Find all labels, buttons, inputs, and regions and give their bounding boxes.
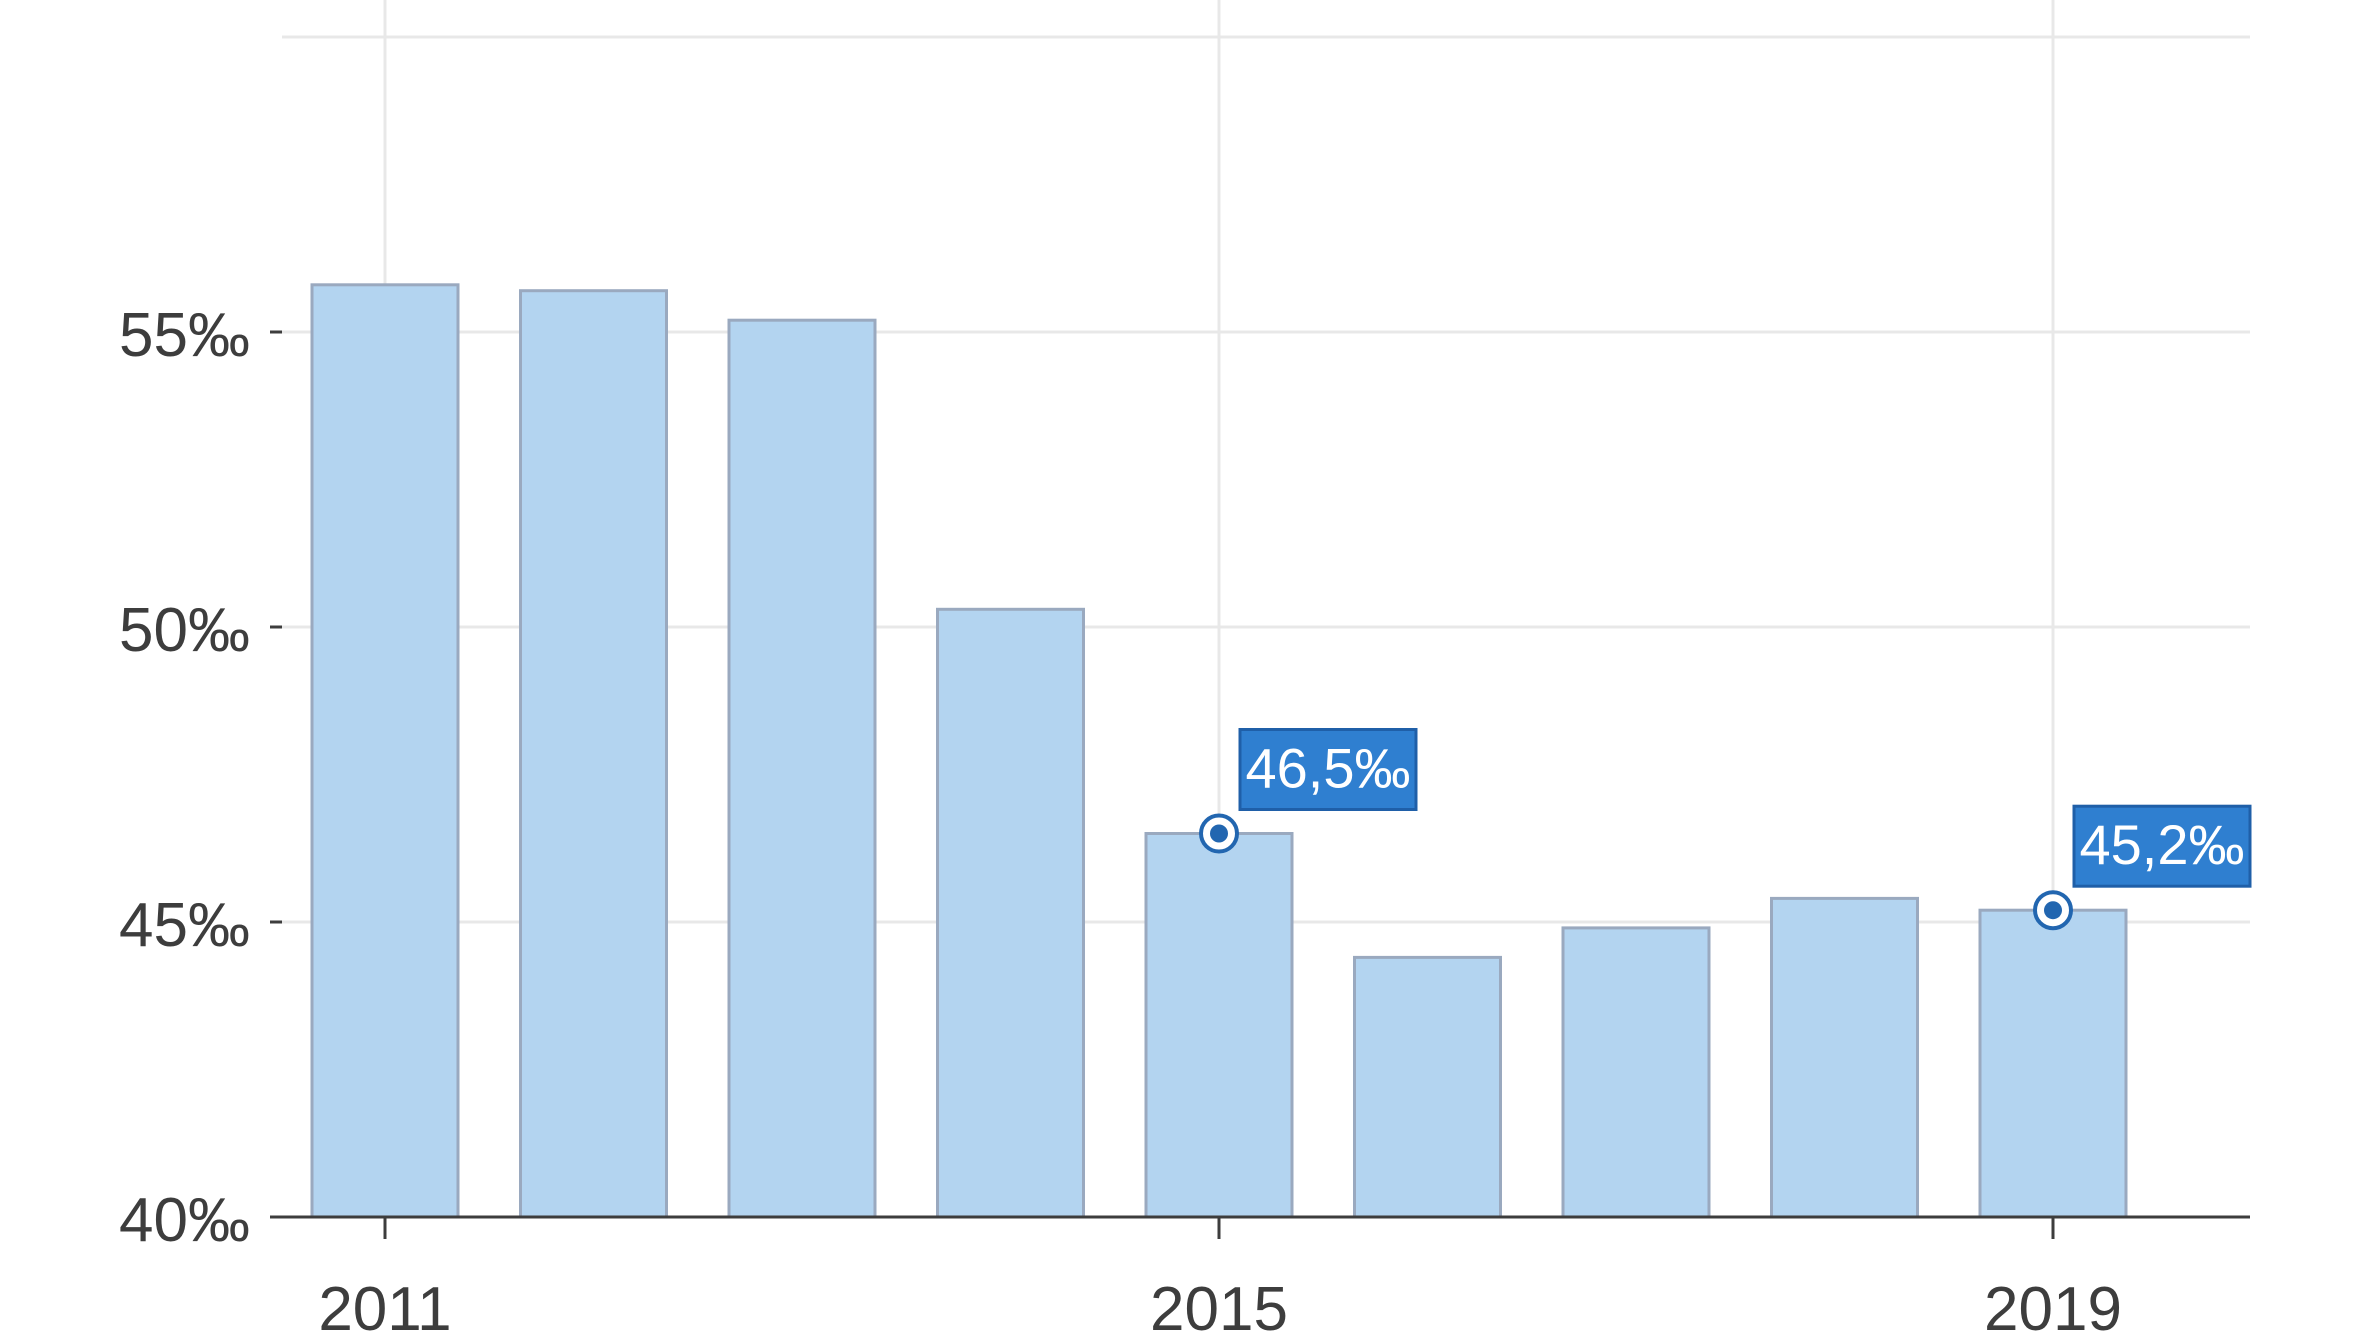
bar-2018 <box>1770 896 1919 1219</box>
callout-marker-dot <box>1210 824 1228 843</box>
callout-box <box>1238 728 1418 811</box>
bar-2017 <box>1561 926 1711 1219</box>
bar-2014 <box>936 607 1085 1219</box>
callout-box <box>2072 804 2252 888</box>
callout-label: 45,2‰ <box>2080 813 2245 876</box>
bar-2012 <box>519 289 668 1219</box>
x-tick-label: 2011 <box>318 1275 451 1332</box>
y-tick-label: 45‰ <box>119 891 250 960</box>
callouts: 46,5‰ 45,2‰ <box>1199 728 2252 931</box>
y-tick-label: 55‰ <box>119 301 250 370</box>
x-tick-label: 2019 <box>1984 1275 2122 1332</box>
callout-2015: 46,5‰ <box>1199 728 1418 854</box>
callout-marker-dot <box>2044 901 2062 920</box>
tick-labels: 40‰ 45‰ 50‰ 55‰ 2011 2015 2019 <box>119 301 2122 1332</box>
y-tick-label: 40‰ <box>119 1186 250 1255</box>
bar-2019 <box>1978 908 2128 1219</box>
callout-label: 46,5‰ <box>1246 737 1411 800</box>
y-tick-label: 50‰ <box>119 596 250 665</box>
axes <box>270 330 2250 1239</box>
bar-2013 <box>727 318 877 1219</box>
callout-2019: 45,2‰ <box>2033 804 2252 931</box>
bars <box>310 283 2128 1219</box>
bar-2015 <box>1144 832 1294 1219</box>
x-tick-label: 2015 <box>1150 1275 1288 1332</box>
bar-2011 <box>310 283 460 1219</box>
bar-2016 <box>1353 955 1502 1219</box>
